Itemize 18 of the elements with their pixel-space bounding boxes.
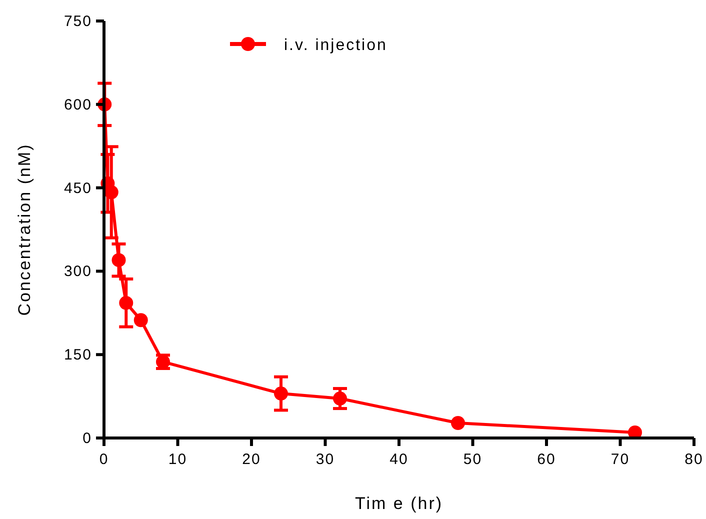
x-tick-label: 20 xyxy=(242,451,261,468)
y-tick-label: 450 xyxy=(64,180,92,197)
x-axis-title: Tim e (hr) xyxy=(354,494,444,513)
x-tick-label: 70 xyxy=(610,451,630,468)
y-tick-label: 600 xyxy=(64,96,92,114)
y-axis-title: Concentration (nM) xyxy=(15,143,34,316)
x-tick-label: 10 xyxy=(168,451,188,468)
x-tick-label: 30 xyxy=(316,451,335,468)
y-tick-label: 300 xyxy=(64,263,92,280)
x-tick-label: 80 xyxy=(684,451,704,468)
x-tick-label: 0 xyxy=(99,451,109,468)
x-tick-label: 50 xyxy=(463,451,482,468)
y-tick-label: 0 xyxy=(82,430,92,447)
x-tick-label: 60 xyxy=(537,451,556,468)
legend-label: i.v. injection xyxy=(284,37,388,54)
x-tick-label: 40 xyxy=(390,451,408,468)
y-tick-label: 750 xyxy=(64,13,92,30)
y-tick-label: 150 xyxy=(64,346,92,364)
